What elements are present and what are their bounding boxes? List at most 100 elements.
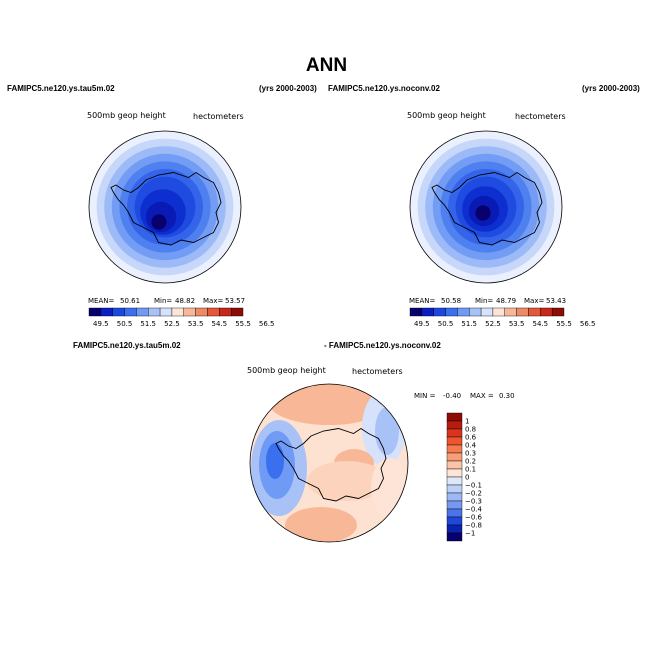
page-title: ANN xyxy=(305,55,348,76)
colorbar-swatch xyxy=(207,307,220,317)
top-right-units-label: hectometers xyxy=(515,112,566,121)
top-left-min-value: 48.82 xyxy=(175,297,196,305)
colorbar-swatch xyxy=(183,307,196,317)
colorbar-tick-label: −0.3 xyxy=(465,498,482,506)
colorbar-swatch xyxy=(457,307,470,317)
colorbar-swatch xyxy=(446,492,463,502)
colorbar-swatch xyxy=(112,307,125,317)
top-left-map-border xyxy=(88,130,242,284)
colorbar-swatch xyxy=(171,307,184,317)
bottom-units-label: hectometers xyxy=(352,367,403,376)
top-left-units-label: hectometers xyxy=(193,112,244,121)
top-left-contour-fill xyxy=(89,131,241,283)
colorbar-swatch xyxy=(446,460,463,470)
bottom-min-value: -0.40 xyxy=(443,392,462,400)
top-left-max-value: 53.57 xyxy=(225,297,246,305)
colorbar-tick-label: 1 xyxy=(465,418,469,426)
colorbar-swatch xyxy=(469,307,482,317)
colorbar-swatch xyxy=(446,516,463,526)
colorbar-swatch xyxy=(446,428,463,438)
top-left-case-label: FAMIPC5.ne120.ys.tau5m.02 xyxy=(7,84,115,93)
colorbar-tick-label: 0 xyxy=(465,474,469,482)
top-right-max-value: 53.43 xyxy=(546,297,567,305)
colorbar-swatch xyxy=(540,307,553,317)
colorbar-swatch xyxy=(124,307,137,317)
colorbar-tick-label: 51.5 xyxy=(461,320,477,328)
top-right-contour-fill xyxy=(410,131,562,283)
colorbar-tick-label: 56.5 xyxy=(580,320,596,328)
colorbar-tick-label: −0.8 xyxy=(465,522,482,530)
top-left-years-label: (yrs 2000-2003) xyxy=(259,84,317,93)
colorbar-tick-label: 0.3 xyxy=(465,450,476,458)
bottom-max-label: MAX = xyxy=(470,392,494,400)
colorbar-swatch xyxy=(492,307,505,317)
colorbar-swatch xyxy=(230,307,244,317)
colorbar-tick-label: −1 xyxy=(465,530,475,538)
top-right-antarctica-coastline xyxy=(431,171,543,246)
top-left-max-label: Max= xyxy=(203,297,224,305)
colorbar-tick-label: 50.5 xyxy=(117,320,133,328)
top-right-map-border xyxy=(409,130,563,284)
colorbar-swatch xyxy=(136,307,149,317)
bottom-max-value: 0.30 xyxy=(499,392,515,400)
top-right-colorbar: 49.5 50.5 51.5 52.5 53.5 54.5 55.5 56.5 xyxy=(409,307,595,328)
colorbar-tick-label: 0.1 xyxy=(465,466,476,474)
top-left-antarctica-coastline xyxy=(110,171,222,246)
colorbar-tick-label: 53.5 xyxy=(188,320,204,328)
colorbar-tick-label: −0.4 xyxy=(465,506,483,514)
colorbar-tick-label: 0.2 xyxy=(465,458,476,466)
bottom-min-label: MIN = xyxy=(414,392,436,400)
colorbar-swatch xyxy=(446,532,463,542)
top-left-polar-map xyxy=(88,130,242,284)
top-right-case-label: FAMIPC5.ne120.ys.noconv.02 xyxy=(328,84,440,93)
colorbar-tick-label: −0.6 xyxy=(465,514,483,522)
bottom-case-a-label: FAMIPC5.ne120.ys.tau5m.02 xyxy=(73,341,181,350)
colorbar-swatch xyxy=(88,307,102,317)
colorbar-tick-label: 55.5 xyxy=(556,320,572,328)
top-right-mean-label: MEAN= xyxy=(409,297,436,305)
top-right-mean-value: 50.58 xyxy=(441,297,462,305)
colorbar-tick-label: 0.4 xyxy=(465,442,477,450)
colorbar-swatch xyxy=(446,484,463,494)
colorbar-tick-label: 56.5 xyxy=(259,320,275,328)
top-right-max-label: Max= xyxy=(524,297,545,305)
colorbar-tick-label: 52.5 xyxy=(164,320,180,328)
colorbar-tick-label: 52.5 xyxy=(485,320,501,328)
colorbar-swatch xyxy=(446,412,463,422)
top-right-years-label: (yrs 2000-2003) xyxy=(582,84,640,93)
bottom-map-border xyxy=(249,383,409,543)
colorbar-swatch xyxy=(148,307,161,317)
colorbar-tick-label: 53.5 xyxy=(509,320,525,328)
colorbar-tick-label: 49.5 xyxy=(93,320,109,328)
colorbar-tick-label: 0.6 xyxy=(465,434,477,442)
top-left-mean-value: 50.61 xyxy=(120,297,141,305)
colorbar-swatch xyxy=(446,444,463,454)
colorbar-swatch xyxy=(421,307,434,317)
colorbar-swatch xyxy=(446,420,463,430)
colorbar-swatch xyxy=(446,468,463,478)
colorbar-tick-label: 50.5 xyxy=(438,320,454,328)
top-left-colorbar: 49.5 50.5 51.5 52.5 53.5 54.5 55.5 56.5 xyxy=(88,307,274,328)
colorbar-tick-label: 0.8 xyxy=(465,426,476,434)
colorbar-swatch xyxy=(446,500,463,510)
colorbar-swatch xyxy=(159,307,173,317)
colorbar-swatch xyxy=(480,307,494,317)
colorbar-swatch xyxy=(504,307,517,317)
top-right-polar-map xyxy=(409,130,563,284)
colorbar-swatch xyxy=(433,307,446,317)
bottom-variable-label: 500mb geop height xyxy=(247,366,326,375)
colorbar-tick-label: 49.5 xyxy=(414,320,430,328)
colorbar-tick-label: −0.1 xyxy=(465,482,482,490)
contour-band-0 xyxy=(475,205,491,221)
colorbar-tick-label: 55.5 xyxy=(235,320,251,328)
bottom-colorbar: 10.80.60.40.30.20.10−0.1−0.2−0.3−0.4−0.6… xyxy=(446,412,483,542)
colorbar-swatch xyxy=(446,452,463,462)
colorbar-swatch xyxy=(528,307,541,317)
colorbar-swatch xyxy=(100,307,113,317)
colorbar-swatch xyxy=(219,307,232,317)
bottom-antarctica-coastline xyxy=(275,427,387,502)
bottom-contour-fill xyxy=(250,384,408,542)
colorbar-swatch xyxy=(409,307,423,317)
colorbar-swatch xyxy=(445,307,458,317)
colorbar-swatch xyxy=(446,508,463,518)
